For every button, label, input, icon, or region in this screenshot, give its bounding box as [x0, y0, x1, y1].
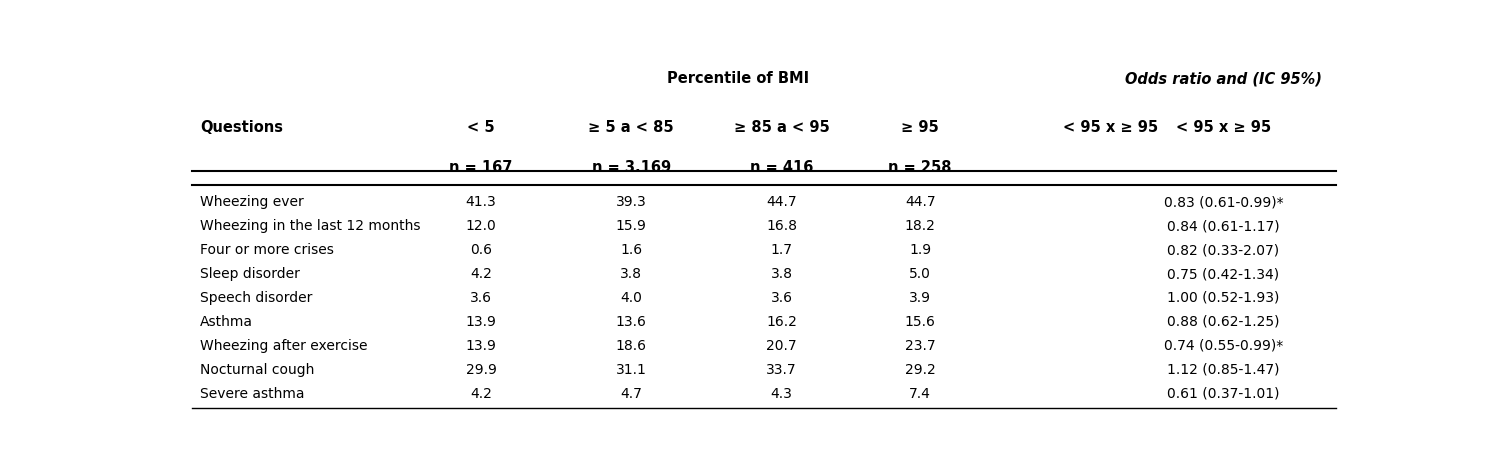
Text: 0.84 (0.61-1.17): 0.84 (0.61-1.17): [1167, 219, 1279, 233]
Text: n = 258: n = 258: [889, 160, 951, 175]
Text: 4.7: 4.7: [620, 387, 643, 401]
Text: 4.2: 4.2: [470, 387, 492, 401]
Text: ≥ 95: ≥ 95: [901, 120, 939, 135]
Text: n = 3.169: n = 3.169: [592, 160, 671, 175]
Text: 4.3: 4.3: [771, 387, 792, 401]
Text: 29.2: 29.2: [905, 363, 935, 377]
Text: 3.9: 3.9: [910, 291, 932, 305]
Text: 0.74 (0.55-0.99)*: 0.74 (0.55-0.99)*: [1164, 339, 1284, 353]
Text: 15.9: 15.9: [616, 219, 647, 233]
Text: 23.7: 23.7: [905, 339, 935, 353]
Text: 13.9: 13.9: [465, 339, 497, 353]
Text: 7.4: 7.4: [910, 387, 930, 401]
Text: 44.7: 44.7: [766, 195, 796, 209]
Text: Severe asthma: Severe asthma: [200, 387, 304, 401]
Text: 4.0: 4.0: [620, 291, 643, 305]
Text: 0.82 (0.33-2.07): 0.82 (0.33-2.07): [1167, 243, 1279, 257]
Text: Speech disorder: Speech disorder: [200, 291, 313, 305]
Text: 31.1: 31.1: [616, 363, 647, 377]
Text: Nocturnal cough: Nocturnal cough: [200, 363, 315, 377]
Text: 13.9: 13.9: [465, 315, 497, 329]
Text: 13.6: 13.6: [616, 315, 647, 329]
Text: Wheezing ever: Wheezing ever: [200, 195, 304, 209]
Text: Sleep disorder: Sleep disorder: [200, 267, 300, 281]
Text: 29.9: 29.9: [465, 363, 497, 377]
Text: 4.2: 4.2: [470, 267, 492, 281]
Text: 18.6: 18.6: [616, 339, 647, 353]
Text: Odds ratio and (IC 95%): Odds ratio and (IC 95%): [1126, 71, 1323, 86]
Text: ≥ 85 a < 95: ≥ 85 a < 95: [734, 120, 829, 135]
Text: n = 416: n = 416: [750, 160, 813, 175]
Text: < 95 x ≥ 95: < 95 x ≥ 95: [1176, 120, 1270, 135]
Text: 39.3: 39.3: [616, 195, 647, 209]
Text: 0.75 (0.42-1.34): 0.75 (0.42-1.34): [1167, 267, 1279, 281]
Text: 0.83 (0.61-0.99)*: 0.83 (0.61-0.99)*: [1163, 195, 1284, 209]
Text: 0.6: 0.6: [470, 243, 492, 257]
Text: ≥ 5 a < 85: ≥ 5 a < 85: [589, 120, 674, 135]
Text: 1.6: 1.6: [620, 243, 643, 257]
Text: 33.7: 33.7: [766, 363, 796, 377]
Text: 44.7: 44.7: [905, 195, 935, 209]
Text: 41.3: 41.3: [465, 195, 497, 209]
Text: Percentile of BMI: Percentile of BMI: [666, 71, 810, 86]
Text: Wheezing after exercise: Wheezing after exercise: [200, 339, 368, 353]
Text: 16.2: 16.2: [766, 315, 796, 329]
Text: 3.8: 3.8: [620, 267, 643, 281]
Text: < 5: < 5: [467, 120, 495, 135]
Text: 3.8: 3.8: [771, 267, 793, 281]
Text: 18.2: 18.2: [905, 219, 935, 233]
Text: 3.6: 3.6: [470, 291, 492, 305]
Text: 15.6: 15.6: [905, 315, 935, 329]
Text: 1.12 (0.85-1.47): 1.12 (0.85-1.47): [1167, 363, 1279, 377]
Text: Asthma: Asthma: [200, 315, 253, 329]
Text: 1.9: 1.9: [910, 243, 932, 257]
Text: 1.7: 1.7: [771, 243, 793, 257]
Text: < 95 x ≥ 95: < 95 x ≥ 95: [1063, 120, 1159, 135]
Text: Four or more crises: Four or more crises: [200, 243, 334, 257]
Text: 1.00 (0.52-1.93): 1.00 (0.52-1.93): [1167, 291, 1279, 305]
Text: 0.61 (0.37-1.01): 0.61 (0.37-1.01): [1167, 387, 1279, 401]
Text: Wheezing in the last 12 months: Wheezing in the last 12 months: [200, 219, 420, 233]
Text: 20.7: 20.7: [766, 339, 796, 353]
Text: n = 167: n = 167: [449, 160, 513, 175]
Text: Questions: Questions: [200, 120, 283, 135]
Text: 16.8: 16.8: [766, 219, 798, 233]
Text: 0.88 (0.62-1.25): 0.88 (0.62-1.25): [1167, 315, 1279, 329]
Text: 12.0: 12.0: [465, 219, 497, 233]
Text: 5.0: 5.0: [910, 267, 930, 281]
Text: 3.6: 3.6: [771, 291, 793, 305]
